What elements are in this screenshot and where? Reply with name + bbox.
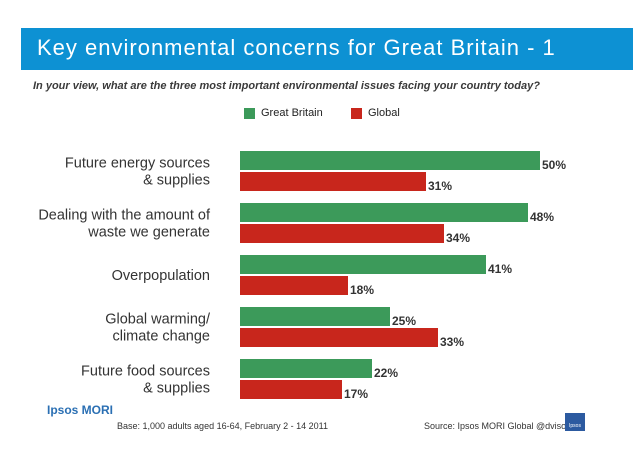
title-bar: Key environmental concerns for Great Bri…: [21, 28, 633, 70]
legend-label-global: Global: [368, 107, 400, 119]
category-label: Dealing with the amount of: [38, 208, 211, 224]
legend-label-great-britain: Great Britain: [261, 107, 323, 119]
value-label-great-britain: 48%: [530, 210, 554, 224]
bar-great-britain: [240, 307, 390, 326]
category-label: & supplies: [143, 173, 210, 189]
bar-great-britain: [240, 359, 372, 378]
ipsos-mark-text: Ipsos: [569, 423, 581, 429]
bar-great-britain: [240, 203, 528, 222]
survey-question: In your view, what are the three most im…: [33, 80, 540, 92]
legend-item-global: Global: [351, 107, 400, 119]
bar-great-britain: [240, 151, 540, 170]
category-label: climate change: [112, 329, 210, 345]
category-label: & supplies: [143, 381, 210, 397]
category-label: Future energy sources: [65, 156, 210, 172]
category-label: Future food sources: [81, 364, 210, 380]
ipsos-mori-logo: Ipsos MORI: [47, 403, 114, 417]
category-label: Global warming/: [105, 312, 211, 328]
page-title: Key environmental concerns for Great Bri…: [37, 35, 556, 60]
value-label-great-britain: 22%: [374, 366, 398, 380]
category-label: waste we generate: [87, 225, 210, 241]
value-label-global: 34%: [446, 231, 470, 245]
bar-global: [240, 172, 426, 191]
bar-great-britain: [240, 255, 486, 274]
base-note: Base: 1,000 adults aged 16-64, February …: [117, 421, 328, 431]
value-label-great-britain: 41%: [488, 262, 512, 276]
value-label-global: 18%: [350, 283, 374, 297]
value-label-global: 31%: [428, 179, 452, 193]
value-label-global: 33%: [440, 335, 464, 349]
value-label-great-britain: 50%: [542, 158, 566, 172]
bar-global: [240, 328, 438, 347]
value-label-great-britain: 25%: [392, 314, 416, 328]
value-label-global: 17%: [344, 387, 368, 401]
source-note: Source: Ipsos MORI Global @dvisor: [424, 421, 570, 431]
legend-swatch-great-britain: [244, 107, 255, 119]
category-label: Overpopulation: [112, 268, 210, 284]
ipsos-logo-mark: Ipsos: [565, 413, 585, 431]
bar-global: [240, 380, 342, 399]
legend-item-great-britain: Great Britain: [244, 107, 323, 119]
legend-swatch-global: [351, 107, 362, 119]
bar-global: [240, 276, 348, 295]
bar-global: [240, 224, 444, 243]
